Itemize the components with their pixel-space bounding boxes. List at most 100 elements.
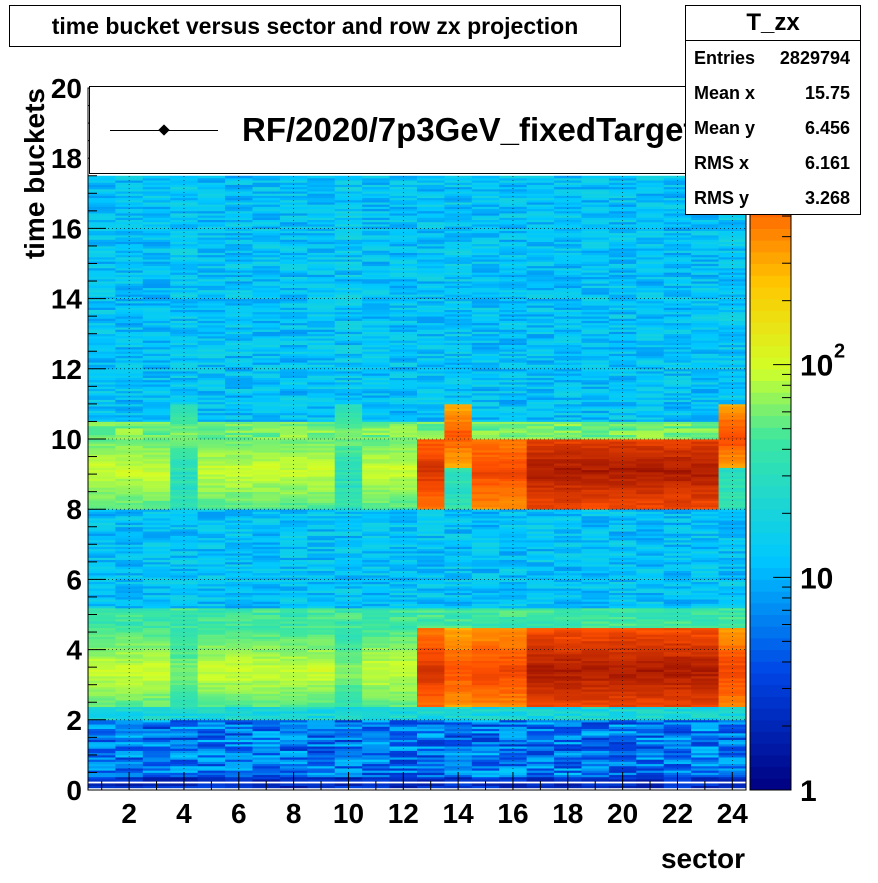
heatmap-cell	[362, 241, 390, 245]
heatmap-cell	[197, 482, 226, 486]
heatmap-cell	[115, 669, 144, 672]
heatmap-cell	[279, 373, 308, 376]
heatmap-cell	[170, 300, 199, 304]
heatmap-cell	[307, 281, 336, 284]
heatmap-cell	[170, 592, 199, 596]
heatmap-cell	[471, 318, 500, 321]
heatmap-cell	[115, 634, 144, 637]
heatmap-cell	[526, 384, 555, 387]
heatmap-cell	[142, 232, 171, 236]
heatmap-cell	[225, 202, 253, 205]
heatmap-cell	[88, 285, 116, 289]
heatmap-cell	[526, 509, 555, 512]
heatmap-cell	[389, 684, 418, 688]
heatmap-cell	[362, 428, 390, 431]
heatmap-cell	[252, 640, 281, 644]
heatmap-cell	[142, 456, 171, 460]
heatmap-cell	[526, 485, 555, 488]
heatmap-cell	[252, 191, 281, 194]
heatmap-cell	[362, 678, 390, 681]
heatmap-cell	[197, 399, 226, 403]
heatmap-cell	[417, 443, 445, 446]
heatmap-cell	[307, 493, 336, 497]
heatmap-cell	[334, 656, 363, 659]
heatmap-cell	[279, 436, 308, 440]
heatmap-cell	[197, 344, 226, 348]
heatmap-cell	[526, 691, 555, 694]
heatmap-cell	[362, 739, 390, 743]
heatmap-cell	[252, 261, 281, 264]
heatmap-cell	[252, 445, 281, 449]
heatmap-cell	[252, 439, 281, 442]
heatmap-cell	[554, 292, 582, 295]
heatmap-cell	[88, 708, 116, 712]
heatmap-cell	[444, 689, 473, 692]
heatmap-cell	[142, 588, 171, 591]
heatmap-cell	[526, 217, 555, 221]
heatmap-cell	[142, 553, 171, 556]
heatmap-cell	[197, 713, 226, 716]
heatmap-cell	[444, 298, 473, 302]
heatmap-cell	[252, 375, 281, 378]
heatmap-cell	[362, 248, 390, 251]
heatmap-cell	[252, 719, 281, 723]
heatmap-cell	[225, 388, 253, 392]
heatmap-cell	[279, 649, 308, 653]
heatmap-cell	[526, 588, 555, 591]
heatmap-cell	[526, 245, 555, 249]
heatmap-cell	[170, 748, 199, 751]
heatmap-cell	[225, 311, 253, 315]
heatmap-cell	[499, 428, 528, 431]
heatmap-cell	[252, 263, 281, 267]
heatmap-cell	[362, 673, 390, 677]
heatmap-cell	[444, 517, 473, 521]
heatmap-cell	[252, 195, 281, 199]
heatmap-cell	[307, 498, 336, 501]
heatmap-cell	[88, 333, 116, 337]
heatmap-cell	[554, 583, 582, 587]
heatmap-cell	[142, 193, 171, 196]
heatmap-cell	[142, 421, 171, 425]
heatmap-cell	[279, 607, 308, 611]
heatmap-cell	[197, 594, 226, 598]
heatmap-cell	[170, 629, 199, 633]
heatmap-cell	[417, 629, 445, 633]
heatmap-cell	[88, 548, 116, 552]
heatmap-cell	[554, 403, 582, 407]
heatmap-cell	[526, 596, 555, 600]
heatmap-cell	[389, 256, 418, 260]
heatmap-cell	[417, 360, 445, 363]
heatmap-cell	[334, 386, 363, 389]
heatmap-cell	[252, 349, 281, 352]
heatmap-cell	[279, 177, 308, 181]
heatmap-cell	[526, 594, 555, 598]
heatmap-cell	[197, 765, 226, 769]
heatmap-cell	[279, 182, 308, 185]
heatmap-cell	[88, 594, 116, 598]
heatmap-cell	[471, 772, 500, 776]
heatmap-cell	[334, 296, 363, 299]
heatmap-cell	[389, 544, 418, 547]
heatmap-cell	[142, 735, 171, 738]
heatmap-cell	[417, 333, 445, 337]
heatmap-cell	[170, 750, 199, 754]
heatmap-cell	[499, 245, 528, 249]
heatmap-cell	[444, 373, 473, 376]
heatmap-cell	[471, 618, 500, 622]
heatmap-cell	[526, 276, 555, 280]
heatmap-cell	[444, 456, 473, 460]
heatmap-cell	[115, 206, 144, 210]
heatmap-cell	[389, 436, 418, 440]
heatmap-cell	[417, 250, 445, 253]
heatmap-cell	[88, 515, 116, 519]
heatmap-cell	[334, 381, 363, 385]
heatmap-cell	[526, 607, 555, 611]
heatmap-cell	[526, 408, 555, 411]
heatmap-cell	[307, 458, 336, 462]
heatmap-cell	[444, 384, 473, 387]
heatmap-cell	[362, 704, 390, 708]
heatmap-cell	[526, 555, 555, 558]
heatmap-cell	[444, 248, 473, 251]
heatmap-cell	[307, 504, 336, 508]
heatmap-cell	[334, 410, 363, 414]
